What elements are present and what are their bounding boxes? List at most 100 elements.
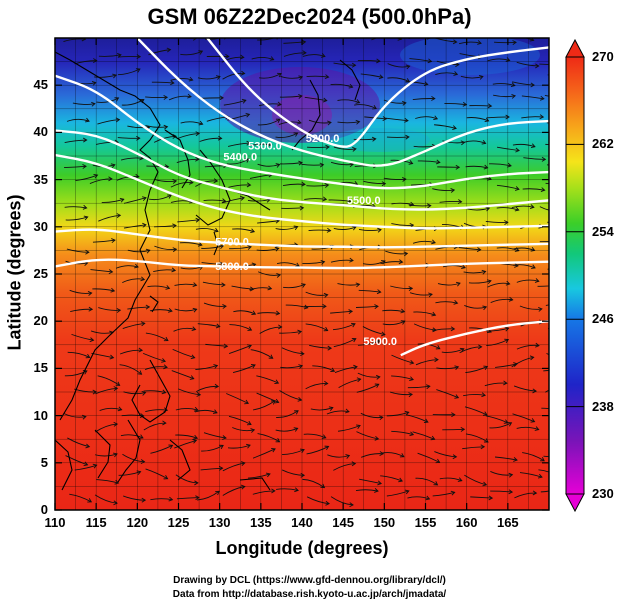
streamline-arrow (277, 101, 282, 107)
streamline (301, 163, 324, 166)
x-tick-label: 135 (249, 515, 272, 530)
streamline (302, 54, 326, 57)
streamline-arrow (87, 498, 93, 503)
streamline (485, 221, 508, 223)
streamline-arrow (87, 291, 93, 296)
x-tick-label: 110 (44, 515, 66, 530)
streamline (283, 283, 306, 289)
streamline (308, 229, 331, 232)
streamline (386, 490, 409, 497)
streamline (222, 486, 245, 496)
streamline (195, 180, 218, 187)
streamline-arrow (163, 124, 169, 130)
streamline (486, 327, 509, 332)
streamline (362, 260, 386, 265)
streamline (549, 40, 571, 41)
streamline-arrow (326, 227, 332, 233)
streamline (333, 226, 356, 230)
streamline (146, 32, 168, 34)
streamline (127, 306, 150, 310)
streamline-arrow (322, 196, 328, 202)
streamline (417, 160, 440, 163)
streamline-arrow (192, 282, 198, 288)
streamline-arrow (538, 306, 543, 312)
streamline-arrow (198, 50, 204, 55)
streamline (252, 448, 276, 459)
streamline-arrow (320, 53, 326, 58)
streamline-arrow (85, 249, 90, 255)
streamline-arrow (299, 205, 305, 211)
streamline-arrow (251, 310, 257, 315)
streamline-arrow (269, 56, 275, 61)
streamline (489, 422, 512, 429)
y-tick-label: 15 (33, 360, 48, 376)
streamline (176, 497, 199, 500)
streamline (145, 125, 168, 128)
streamline-arrow (350, 322, 356, 328)
streamline-arrow (111, 238, 116, 244)
streamline-arrow (454, 394, 460, 399)
streamline (512, 247, 535, 251)
streamline (231, 30, 253, 35)
streamline (257, 38, 276, 41)
streamline-arrow (477, 40, 482, 45)
streamline (439, 201, 462, 203)
streamline (470, 496, 493, 499)
streamline (458, 41, 482, 45)
streamline-arrow (214, 383, 220, 389)
streamline-arrow (349, 502, 354, 508)
colorbar-label: 246 (592, 311, 614, 327)
streamline-arrow (219, 244, 225, 250)
streamline-arrow (378, 415, 384, 421)
streamline (519, 472, 543, 478)
streamline (233, 310, 256, 315)
streamline (153, 269, 176, 273)
streamline-arrow (402, 100, 407, 106)
streamline (97, 375, 120, 386)
streamline (333, 62, 356, 66)
streamline-arrow (534, 426, 540, 431)
streamline-arrow (219, 444, 224, 450)
streamline (463, 394, 486, 397)
streamline-arrow (301, 39, 307, 45)
streamline (98, 307, 121, 311)
streamline (232, 228, 255, 233)
streamline-arrow (508, 472, 514, 478)
streamline (413, 311, 436, 316)
streamline (170, 181, 193, 188)
streamline (415, 116, 438, 120)
streamline (412, 240, 436, 244)
streamline-arrow (188, 76, 194, 82)
streamline-arrow (379, 451, 385, 456)
streamline-arrow (91, 101, 96, 107)
streamline-arrow (187, 93, 192, 99)
streamline (222, 462, 245, 472)
streamline-arrow (356, 377, 362, 383)
streamline (171, 370, 194, 380)
streamline-arrow (321, 434, 327, 439)
streamline (464, 474, 487, 486)
streamline-arrow (277, 324, 283, 330)
streamline-arrow (425, 495, 431, 501)
streamline (119, 349, 143, 355)
contour-5300 (136, 38, 549, 167)
streamline-arrow (141, 497, 147, 503)
streamline (252, 400, 276, 411)
streamline (354, 104, 377, 110)
streamline-arrow (534, 278, 540, 283)
streamline-arrow (323, 380, 329, 386)
streamline (275, 132, 298, 138)
streamline (338, 425, 361, 432)
streamline (523, 157, 546, 160)
streamline-arrow (511, 93, 517, 99)
streamline-arrow (535, 342, 540, 348)
streamline-arrow (191, 326, 197, 332)
streamline-arrow (142, 222, 147, 228)
streamline (149, 194, 172, 201)
streamline (462, 446, 485, 450)
streamline (382, 320, 405, 326)
streamline (330, 496, 354, 506)
streamline (92, 288, 115, 292)
streamline (466, 117, 489, 122)
